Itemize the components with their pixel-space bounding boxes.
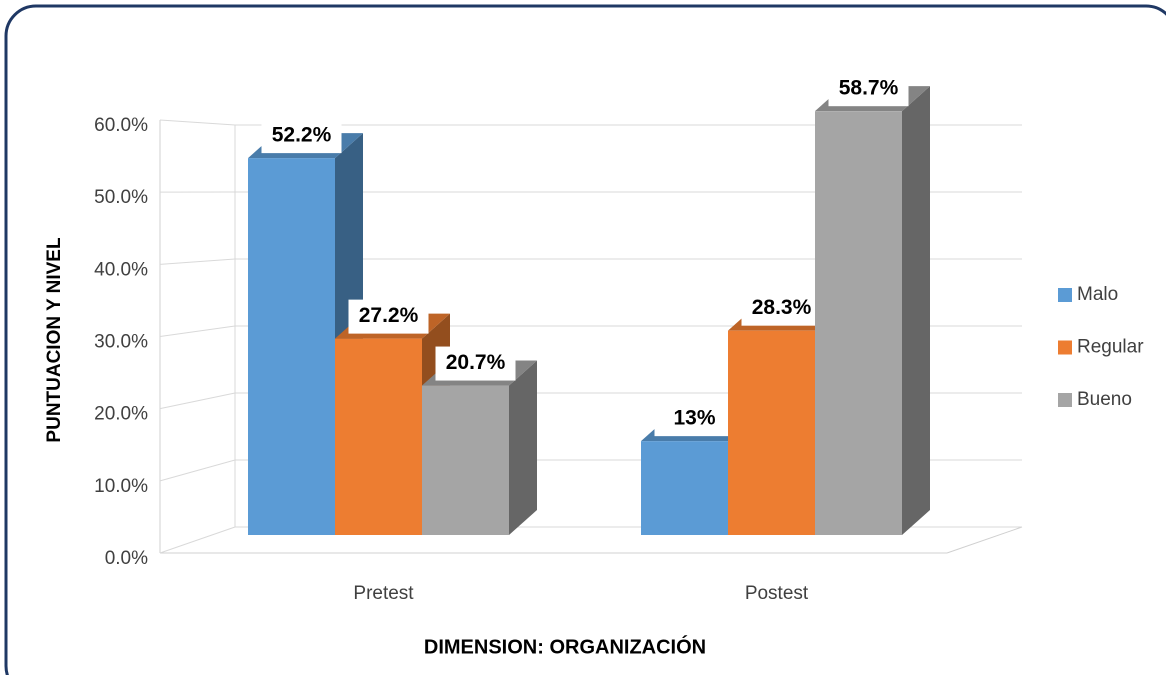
grid-diagonal <box>159 119 236 126</box>
value-label: 13% <box>673 407 715 430</box>
value-label-box <box>828 72 909 107</box>
y-tick-label: 10.0% <box>94 476 148 497</box>
y-tick-label: 30.0% <box>94 332 148 353</box>
grid-diagonal <box>159 258 236 265</box>
y-tick-label: 20.0% <box>94 404 148 425</box>
value-label-box <box>654 402 735 437</box>
bar-side <box>902 86 930 535</box>
value-label: 58.7% <box>839 77 899 100</box>
x-tick-label: Postest <box>745 583 809 604</box>
value-label-box <box>261 119 342 154</box>
value-label: 27.2% <box>359 304 419 327</box>
bar-front <box>728 330 815 535</box>
bar-front <box>422 385 509 535</box>
x-tick-label: Pretest <box>353 583 414 604</box>
bar-front <box>815 111 902 535</box>
x-axis-title: DIMENSION: ORGANIZACIÓN <box>424 634 706 658</box>
bar-front <box>248 158 335 535</box>
y-axis-title: PUNTUACION Y NIVEL <box>44 237 65 443</box>
value-label: 20.7% <box>446 351 506 374</box>
bar-front <box>641 441 728 535</box>
y-tick-label: 50.0% <box>94 187 148 208</box>
bar <box>815 86 930 535</box>
value-label: 28.3% <box>752 296 812 319</box>
y-tick-label: 0.0% <box>105 548 148 569</box>
grid-diagonal <box>159 459 236 482</box>
legend-swatch <box>1058 393 1072 407</box>
floor-right <box>946 526 1023 554</box>
bar-front <box>335 338 422 535</box>
grid-diagonal <box>159 325 236 337</box>
grid-diagonal <box>159 526 236 554</box>
y-tick-label: 60.0% <box>94 115 148 136</box>
value-label: 52.2% <box>272 124 332 147</box>
legend-swatch <box>1058 288 1072 302</box>
frame <box>4 4 1166 675</box>
y-tick-label: 40.0% <box>94 259 148 280</box>
legend-swatch <box>1058 340 1072 355</box>
legend-label: Regular <box>1077 337 1144 358</box>
value-label-box <box>348 299 429 334</box>
legend-label: Bueno <box>1077 389 1132 410</box>
bar-side <box>509 360 537 535</box>
legend-label: Malo <box>1077 284 1118 305</box>
grid-diagonal <box>159 392 236 410</box>
value-label-box <box>435 346 516 381</box>
bar <box>422 360 537 535</box>
value-label-box <box>741 291 822 326</box>
